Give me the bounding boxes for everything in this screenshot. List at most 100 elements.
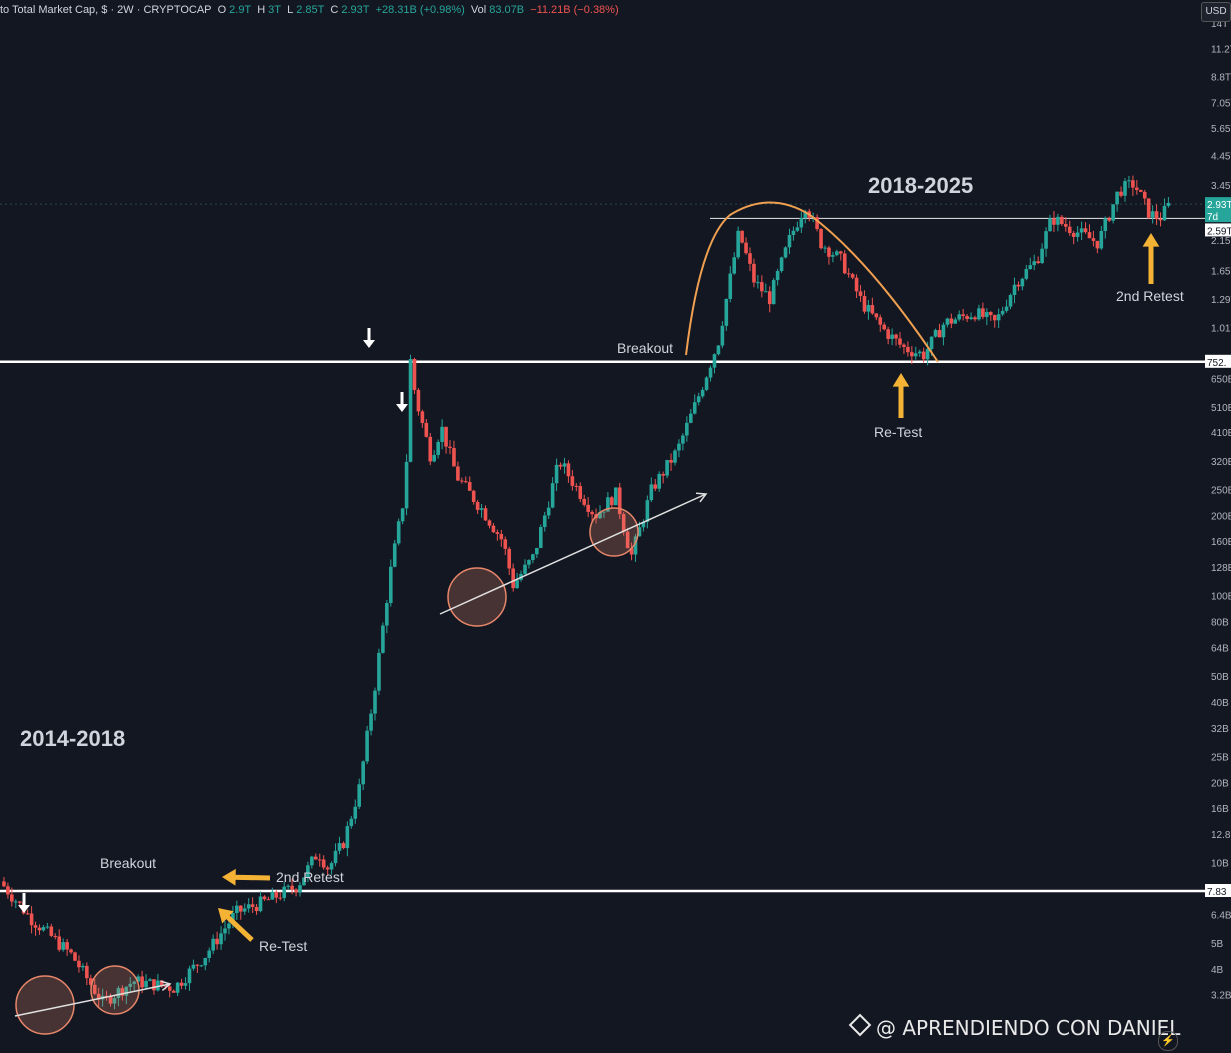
y-tick-label: 10B	[1211, 859, 1229, 870]
candle-body	[223, 928, 227, 934]
breakout-label-2: Breakout	[617, 340, 674, 356]
candle-body	[546, 507, 551, 516]
candle-body	[432, 454, 437, 462]
candle-body	[286, 885, 290, 887]
candle-body	[700, 389, 705, 397]
candle-body	[1036, 261, 1040, 264]
candle-body	[1123, 181, 1127, 196]
y-tick-label: 12.8B	[1211, 830, 1231, 841]
candle-body	[365, 730, 369, 762]
y-tick-label: 128B	[1211, 563, 1231, 574]
candle-body	[716, 345, 721, 355]
y-tick-label: 650B	[1211, 375, 1231, 386]
candle-body	[17, 901, 22, 903]
candle-body	[175, 982, 180, 993]
candle-body	[898, 338, 902, 345]
candle-body	[582, 498, 587, 505]
candle-body	[408, 359, 413, 462]
candle-body	[894, 334, 898, 339]
candle-body	[1142, 191, 1147, 199]
candle-body	[452, 447, 456, 467]
candle-body	[941, 324, 946, 338]
close-value: 2.93T	[341, 4, 370, 16]
y-tick-label: 3.45T	[1211, 181, 1231, 192]
candle-body	[385, 602, 389, 626]
candle-body	[61, 942, 65, 950]
candle-body	[467, 482, 472, 491]
retest-arrow-icon	[223, 913, 254, 942]
candle-body	[1028, 265, 1033, 270]
candle-body	[657, 474, 662, 489]
candle-body	[696, 396, 701, 403]
candle-body	[578, 486, 583, 499]
candle-body	[160, 980, 164, 986]
candle-body	[712, 354, 717, 368]
lightning-icon[interactable]: ⚡	[1158, 1031, 1178, 1051]
candle-body	[92, 984, 97, 994]
candle-body	[266, 899, 271, 901]
candle-body	[262, 896, 267, 900]
candle-body	[400, 508, 405, 522]
candle-body	[1119, 191, 1123, 196]
candle-body	[471, 490, 476, 502]
candle-body	[1127, 180, 1131, 182]
candle-body	[665, 459, 669, 476]
down-arrow-icon-head	[363, 340, 375, 348]
y-tick-label: 11.2T	[1211, 45, 1231, 56]
candle-body	[215, 938, 219, 945]
candle-body	[708, 367, 713, 378]
candle-body	[819, 229, 823, 249]
candle-body	[483, 508, 488, 521]
candle-body	[219, 933, 223, 945]
open-value: 2.9T	[229, 4, 252, 16]
candle-body	[140, 976, 144, 988]
candle-body	[65, 942, 69, 950]
candle-body	[771, 280, 776, 305]
candle-body	[369, 713, 373, 731]
candle-body	[838, 251, 843, 254]
candle-body	[373, 690, 377, 714]
candle-body	[306, 865, 310, 878]
y-tick-label: 4B	[1211, 965, 1224, 976]
high-label: H	[257, 4, 266, 16]
candle-body	[515, 579, 519, 589]
candle-body	[1063, 224, 1068, 227]
candle-body	[661, 474, 665, 476]
candle-body	[49, 926, 54, 936]
close-label: C	[330, 4, 339, 16]
candle-body	[353, 806, 358, 819]
candle-body	[815, 217, 819, 230]
candle-body	[677, 443, 681, 451]
candle-body	[906, 346, 910, 353]
candle-body	[992, 315, 997, 321]
price-badge	[1205, 197, 1231, 211]
candle-body	[744, 242, 748, 254]
symbol-title[interactable]: to Total Market Cap, $ · 2W · CRYPTOCAP	[0, 4, 212, 16]
candle-body	[1103, 218, 1108, 231]
candle-body	[842, 253, 847, 274]
currency-button[interactable]: USD	[1201, 2, 1231, 22]
candle-body	[799, 218, 804, 228]
era-label-2014-2018: 2014-2018	[20, 726, 126, 751]
y-tick-label: 8.8T	[1211, 73, 1231, 84]
candle-body	[913, 353, 918, 357]
candle-body	[1020, 278, 1025, 287]
candle-body	[274, 891, 279, 898]
candle-body	[333, 850, 338, 864]
candle-body	[132, 981, 137, 984]
price-badge-label: 2.59T	[1207, 226, 1231, 237]
price-badge	[1205, 884, 1231, 897]
candle-body	[436, 441, 440, 455]
candle-body	[925, 348, 930, 360]
candle-body	[1111, 204, 1115, 221]
candle-body	[917, 351, 922, 354]
candle-body	[511, 568, 515, 589]
candle-body	[235, 905, 239, 914]
candle-body	[1138, 189, 1143, 192]
candle-body	[1107, 218, 1112, 221]
second-retest-arrow-icon-head	[1142, 233, 1160, 247]
candle-body	[732, 257, 737, 274]
y-tick-label: 1.01T	[1211, 324, 1231, 335]
candle-body	[969, 317, 973, 320]
